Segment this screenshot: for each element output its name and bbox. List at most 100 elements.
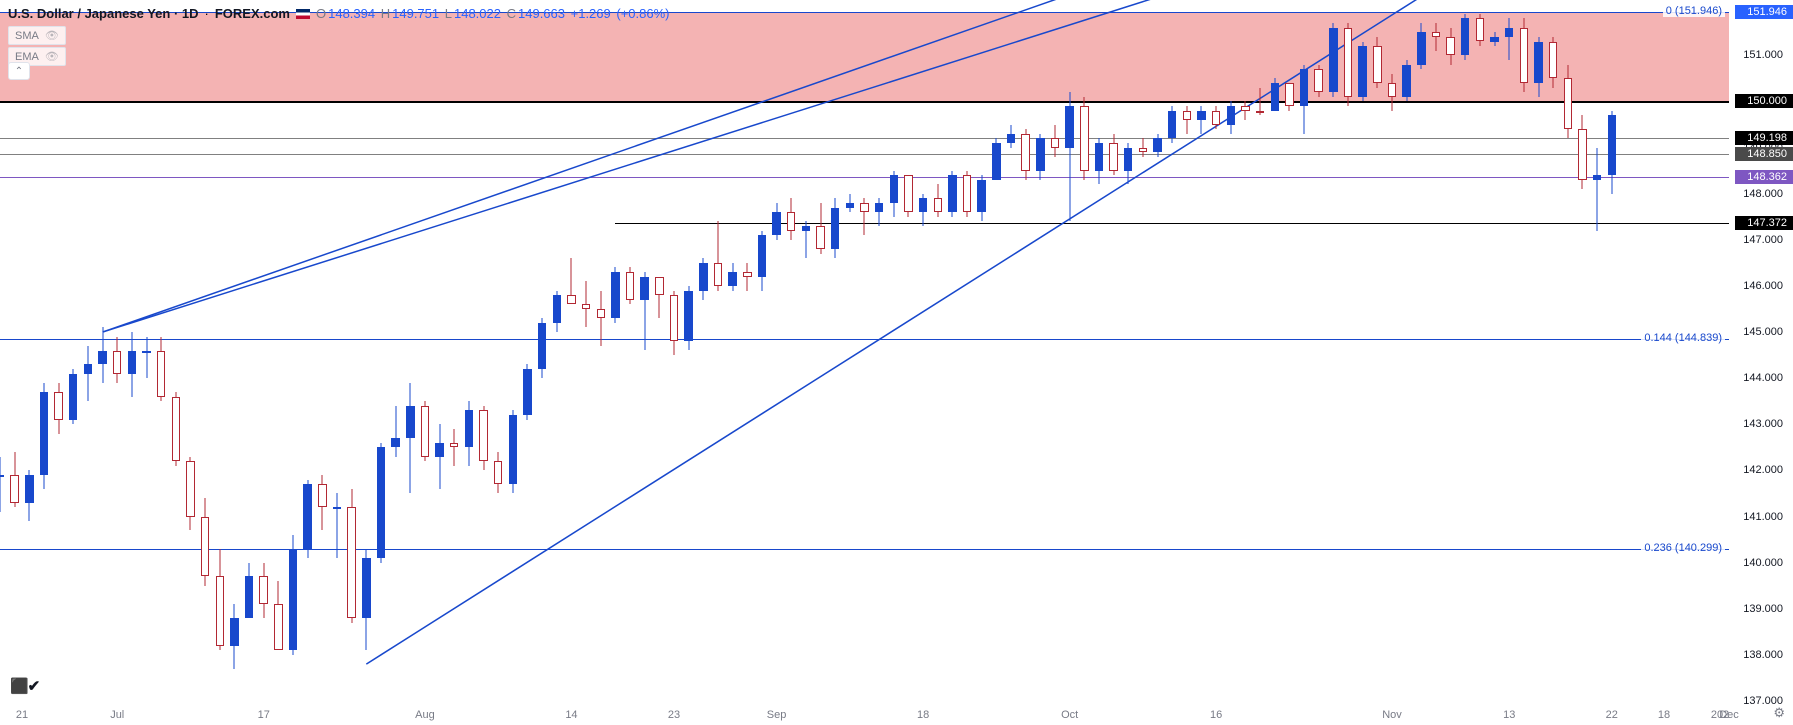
candle[interactable] (655, 0, 663, 701)
candle[interactable] (1476, 0, 1484, 701)
candle[interactable] (1065, 0, 1073, 701)
candle[interactable] (582, 0, 590, 701)
candle[interactable] (684, 0, 692, 701)
candle[interactable] (523, 0, 531, 701)
candle[interactable] (714, 0, 722, 701)
candle[interactable] (1593, 0, 1601, 701)
candle[interactable] (1036, 0, 1044, 701)
candle[interactable] (567, 0, 575, 701)
candle[interactable] (333, 0, 341, 701)
candle[interactable] (1578, 0, 1586, 701)
candle[interactable] (1139, 0, 1147, 701)
candle[interactable] (1402, 0, 1410, 701)
candle[interactable] (0, 0, 4, 701)
candle[interactable] (992, 0, 1000, 701)
candle[interactable] (157, 0, 165, 701)
candle[interactable] (245, 0, 253, 701)
candle[interactable] (10, 0, 18, 701)
candle[interactable] (772, 0, 780, 701)
candle[interactable] (1520, 0, 1528, 701)
candle[interactable] (875, 0, 883, 701)
time-axis[interactable]: 21Jul17Aug1423Sep18Oct16Nov1322Dec18202 (0, 701, 1729, 725)
candle[interactable] (1344, 0, 1352, 701)
candle[interactable] (1124, 0, 1132, 701)
candle[interactable] (816, 0, 824, 701)
candle[interactable] (758, 0, 766, 701)
candle[interactable] (802, 0, 810, 701)
eye-off-icon[interactable]: 👁 (45, 29, 59, 42)
candle[interactable] (1168, 0, 1176, 701)
candle[interactable] (435, 0, 443, 701)
candle[interactable] (318, 0, 326, 701)
candle[interactable] (274, 0, 282, 701)
candle[interactable] (479, 0, 487, 701)
candle[interactable] (934, 0, 942, 701)
candle[interactable] (1256, 0, 1264, 701)
candle[interactable] (84, 0, 92, 701)
candle[interactable] (1197, 0, 1205, 701)
candle[interactable] (1241, 0, 1249, 701)
candle[interactable] (40, 0, 48, 701)
candle[interactable] (1095, 0, 1103, 701)
eye-off-icon[interactable]: 👁 (45, 50, 59, 63)
candle[interactable] (450, 0, 458, 701)
candle[interactable] (230, 0, 238, 701)
candle[interactable] (1505, 0, 1513, 701)
candle[interactable] (1534, 0, 1542, 701)
candle[interactable] (98, 0, 106, 701)
candle[interactable] (201, 0, 209, 701)
candle[interactable] (421, 0, 429, 701)
candle[interactable] (391, 0, 399, 701)
candle[interactable] (1227, 0, 1235, 701)
candle[interactable] (1300, 0, 1308, 701)
candle[interactable] (699, 0, 707, 701)
candle[interactable] (113, 0, 121, 701)
candle[interactable] (919, 0, 927, 701)
candle[interactable] (1007, 0, 1015, 701)
candle[interactable] (509, 0, 517, 701)
candle[interactable] (1329, 0, 1337, 701)
candle[interactable] (743, 0, 751, 701)
candle[interactable] (1109, 0, 1117, 701)
candle[interactable] (977, 0, 985, 701)
candle[interactable] (948, 0, 956, 701)
candle[interactable] (846, 0, 854, 701)
candle[interactable] (963, 0, 971, 701)
candle[interactable] (890, 0, 898, 701)
candle[interactable] (1564, 0, 1572, 701)
candle[interactable] (1446, 0, 1454, 701)
candle[interactable] (128, 0, 136, 701)
candle[interactable] (69, 0, 77, 701)
candle[interactable] (1212, 0, 1220, 701)
candle[interactable] (1153, 0, 1161, 701)
candle[interactable] (831, 0, 839, 701)
candle[interactable] (626, 0, 634, 701)
candle[interactable] (1285, 0, 1293, 701)
candle[interactable] (787, 0, 795, 701)
candle[interactable] (1388, 0, 1396, 701)
candle[interactable] (1490, 0, 1498, 701)
candle[interactable] (553, 0, 561, 701)
indicator-sma[interactable]: SMA👁 (8, 26, 66, 45)
candle[interactable] (1549, 0, 1557, 701)
candle[interactable] (1461, 0, 1469, 701)
candle[interactable] (347, 0, 355, 701)
candle[interactable] (465, 0, 473, 701)
candle[interactable] (494, 0, 502, 701)
candle[interactable] (904, 0, 912, 701)
candle[interactable] (860, 0, 868, 701)
candle[interactable] (670, 0, 678, 701)
collapse-button[interactable]: ⌃ (8, 62, 30, 80)
candle[interactable] (1373, 0, 1381, 701)
candle[interactable] (640, 0, 648, 701)
candle[interactable] (1183, 0, 1191, 701)
candle[interactable] (538, 0, 546, 701)
candle[interactable] (728, 0, 736, 701)
candle[interactable] (25, 0, 33, 701)
candle[interactable] (142, 0, 150, 701)
settings-icon[interactable]: ⚙ (1773, 705, 1785, 721)
candle[interactable] (186, 0, 194, 701)
candle[interactable] (377, 0, 385, 701)
candle[interactable] (1271, 0, 1279, 701)
candle[interactable] (259, 0, 267, 701)
